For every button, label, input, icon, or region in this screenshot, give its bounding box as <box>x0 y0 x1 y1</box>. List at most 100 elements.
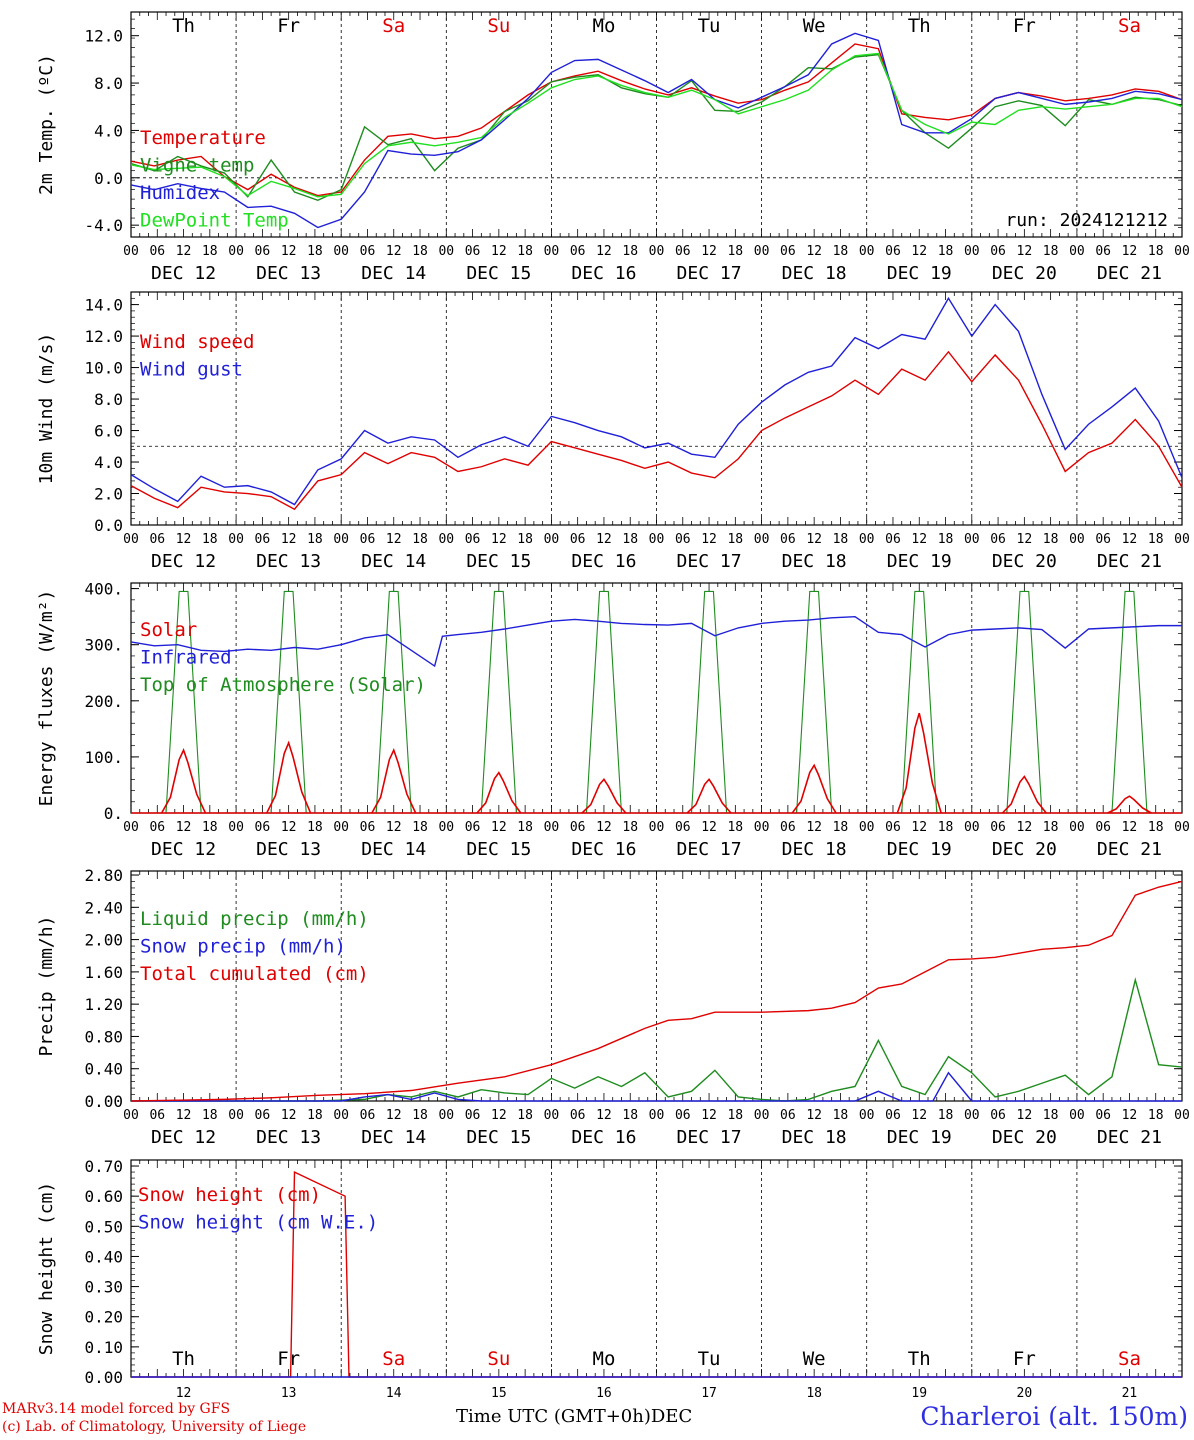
day-name-bottom: We <box>803 1348 826 1370</box>
hour-label: 06 <box>675 532 691 547</box>
y-tick-label: 0.00 <box>84 1092 123 1111</box>
hour-label: 06 <box>885 820 901 835</box>
solar-curve <box>791 763 837 814</box>
toa-solar-curve <box>367 590 421 814</box>
y-tick-label: 0.10 <box>84 1338 123 1357</box>
hour-label: 18 <box>517 820 533 835</box>
hour-label: 00 <box>333 820 349 835</box>
hour-label: 18 <box>412 532 428 547</box>
solar-curve <box>1001 775 1047 814</box>
y-tick-label: 0.0 <box>94 516 123 535</box>
day-name-top: Fr <box>1013 15 1036 37</box>
date-label: DEC 14 <box>361 839 426 860</box>
date-label: DEC 18 <box>782 551 847 572</box>
day-name-bottom: Th <box>908 1348 931 1370</box>
hour-label: 00 <box>228 820 244 835</box>
day-name-top: Tu <box>698 15 721 37</box>
date-label: DEC 15 <box>466 263 531 284</box>
day-name-bottom: Su <box>487 1348 510 1370</box>
hour-label: 06 <box>360 820 376 835</box>
date-label: DEC 20 <box>992 1127 1057 1148</box>
hour-label: 18 <box>307 1108 323 1123</box>
hour-label: 12 <box>1017 1108 1033 1123</box>
hour-label: 18 <box>1148 1108 1164 1123</box>
y-tick-label: 12.0 <box>84 27 123 46</box>
hour-label: 12 <box>281 532 297 547</box>
toa-solar-curve <box>472 590 526 814</box>
hour-label: 18 <box>938 820 954 835</box>
hour-label: 06 <box>360 244 376 259</box>
hour-label: 18 <box>412 820 428 835</box>
legend-entry: Wind gust <box>140 359 243 381</box>
hour-label: 06 <box>675 244 691 259</box>
hour-label: 06 <box>1095 532 1111 547</box>
hour-label: 12 <box>806 244 822 259</box>
legend-entry: Humidex <box>140 182 220 204</box>
solar-curve <box>371 748 417 814</box>
y-axis-label: 10m Wind (m/s) <box>36 333 57 485</box>
hour-label: 12 <box>701 532 717 547</box>
hour-label: 00 <box>438 532 454 547</box>
hour-label: 18 <box>727 532 743 547</box>
hour-label: 18 <box>1043 1108 1059 1123</box>
hour-label: 00 <box>228 532 244 547</box>
hour-label: 06 <box>990 532 1006 547</box>
hour-label: 00 <box>123 244 139 259</box>
hour-label: 12 <box>911 820 927 835</box>
date-label: DEC 12 <box>151 551 216 572</box>
hour-label: 18 <box>202 244 218 259</box>
day-number: 17 <box>701 1386 717 1401</box>
hour-label: 12 <box>911 1108 927 1123</box>
hour-label: 00 <box>1069 1108 1085 1123</box>
day-name-top: We <box>803 15 826 37</box>
hour-label: 00 <box>228 1108 244 1123</box>
date-label: DEC 18 <box>782 263 847 284</box>
hour-label: 00 <box>754 244 770 259</box>
hour-label: 18 <box>727 244 743 259</box>
hour-label: 18 <box>1043 532 1059 547</box>
y-tick-label: 10.0 <box>84 359 123 378</box>
hour-label: 18 <box>307 820 323 835</box>
y-tick-label: 0. <box>104 804 123 823</box>
y-tick-label: 6.0 <box>94 422 123 441</box>
hour-label: 06 <box>570 820 586 835</box>
day-name-bottom: Sa <box>382 1348 405 1370</box>
day-name-bottom: Tu <box>698 1348 721 1370</box>
hour-label: 06 <box>465 1108 481 1123</box>
legend-entry: Solar <box>140 619 197 641</box>
day-name-top: Mo <box>593 15 616 37</box>
hour-label: 00 <box>859 820 875 835</box>
hour-label: 18 <box>1148 244 1164 259</box>
date-label: DEC 19 <box>887 1127 952 1148</box>
day-number: 18 <box>806 1386 822 1401</box>
hour-label: 00 <box>964 532 980 547</box>
hour-label: 18 <box>833 820 849 835</box>
day-name-top: Th <box>908 15 931 37</box>
day-number: 13 <box>281 1386 297 1401</box>
legend-entry: Liquid precip (mm/h) <box>140 908 369 930</box>
hour-label: 00 <box>123 820 139 835</box>
date-label: DEC 16 <box>571 551 636 572</box>
hour-label: 06 <box>255 820 271 835</box>
hour-label: 06 <box>780 532 796 547</box>
hour-label: 12 <box>1017 532 1033 547</box>
day-number: 14 <box>386 1386 402 1401</box>
hour-label: 00 <box>649 532 665 547</box>
date-label: DEC 14 <box>361 263 426 284</box>
hour-label: 06 <box>675 1108 691 1123</box>
hour-label: 00 <box>754 1108 770 1123</box>
hour-label: 18 <box>727 1108 743 1123</box>
hour-label: 12 <box>491 244 507 259</box>
date-label: DEC 13 <box>256 1127 321 1148</box>
hour-label: 06 <box>1095 820 1111 835</box>
hour-label: 00 <box>438 820 454 835</box>
date-label: DEC 13 <box>256 839 321 860</box>
toa-solar-curve <box>262 590 315 814</box>
date-label: DEC 21 <box>1097 551 1162 572</box>
hour-label: 18 <box>938 532 954 547</box>
day-name-top: Sa <box>382 15 405 37</box>
hour-label: 18 <box>412 244 428 259</box>
hour-label: 00 <box>544 244 560 259</box>
hour-label: 12 <box>491 1108 507 1123</box>
